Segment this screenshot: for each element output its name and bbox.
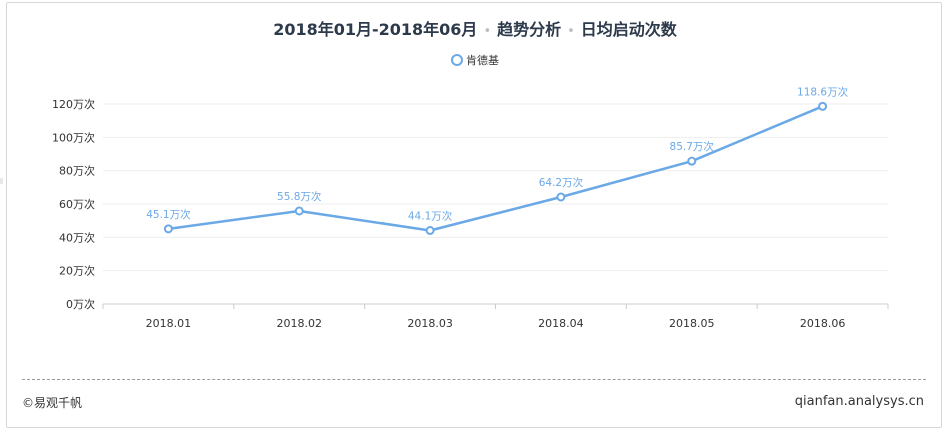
- series-line: [168, 105, 824, 232]
- data-point: [818, 101, 828, 111]
- title-metric: 日均启动次数: [580, 20, 677, 39]
- scroll-edge-marker: [0, 178, 3, 184]
- chart-legend[interactable]: 肯德基: [0, 52, 950, 68]
- y-tick-label: 120万次: [52, 97, 95, 111]
- title-date-range: 2018年01月-2018年06月: [273, 20, 478, 39]
- copyright-text: ©易观千帆: [22, 396, 83, 410]
- x-tick-label: 2018.02: [277, 317, 323, 330]
- y-tick-label: 60万次: [59, 197, 95, 211]
- title-separator: •: [567, 24, 575, 39]
- source-url: qianfan.analysys.cn: [794, 394, 924, 409]
- legend-label: 肯德基: [466, 54, 499, 67]
- title-separator: •: [483, 24, 492, 39]
- title-section: 趋势分析: [497, 20, 562, 39]
- data-point: [163, 224, 173, 234]
- chart-card: [6, 2, 942, 428]
- y-tick-label: 40万次: [59, 230, 95, 244]
- data-point: [294, 206, 304, 216]
- x-tick-label: 2018.01: [146, 317, 192, 330]
- data-label: 45.1万次: [146, 208, 191, 221]
- y-tick-label: 80万次: [59, 164, 95, 178]
- y-tick-label: 0万次: [66, 297, 95, 311]
- data-point: [687, 156, 697, 166]
- data-point: [556, 192, 566, 202]
- data-label: 55.8万次: [277, 190, 322, 203]
- y-tick-label: 20万次: [59, 264, 95, 278]
- data-point: [425, 226, 435, 235]
- y-tick-label: 100万次: [52, 130, 95, 144]
- data-label: 85.7万次: [670, 140, 715, 153]
- x-tick-label: 2018.06: [800, 317, 846, 330]
- data-label: 44.1万次: [408, 210, 453, 223]
- data-label: 64.2万次: [539, 176, 584, 189]
- data-label: 118.6万次: [797, 85, 849, 98]
- footer-divider: [22, 379, 926, 380]
- legend-circle-icon: [451, 54, 463, 66]
- chart-title: 2018年01月-2018年06月 • 趋势分析 • 日均启动次数: [0, 16, 950, 40]
- x-tick-label: 2018.03: [407, 317, 453, 330]
- x-tick-label: 2018.04: [538, 317, 584, 330]
- x-tick-label: 2018.05: [669, 317, 715, 330]
